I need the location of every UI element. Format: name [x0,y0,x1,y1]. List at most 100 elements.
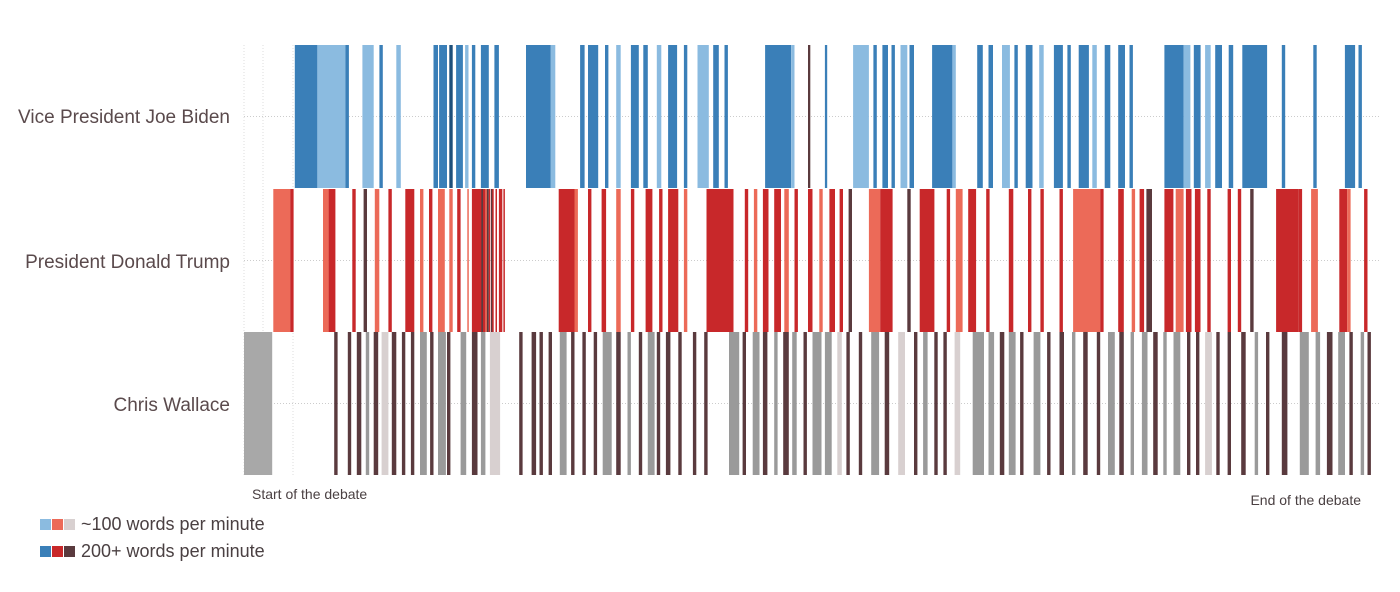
segment-trump-35 [645,189,653,332]
segment-biden-16 [580,45,585,188]
segment-trump-17 [480,189,484,332]
segment-wallace-82 [1266,332,1270,475]
segment-biden-30 [808,45,811,188]
segment-wallace-77 [1205,332,1212,475]
segment-trump-65 [1100,189,1104,332]
row-label-trump: President Donald Trump [25,252,230,273]
segment-trump-63 [1059,189,1063,332]
segment-wallace-48 [858,332,863,475]
segment-biden-7 [439,45,447,188]
segment-wallace-17 [489,332,501,475]
row-labels: Vice President Joe Biden President Donal… [18,107,230,416]
segment-wallace-59 [999,332,1005,475]
segment-trump-27 [492,189,494,332]
segment-trump-78 [1276,189,1299,332]
segment-trump-20 [479,189,482,332]
segment-trump-19 [485,189,487,332]
segment-wallace-63 [1047,332,1051,475]
segment-wallace-41 [783,332,789,475]
segment-trump-67 [1131,189,1136,332]
row-label-wallace: Chris Wallace [114,395,231,416]
segment-trump-81 [1339,189,1348,332]
segment-wallace-18 [519,332,523,475]
segment-biden-56 [1205,45,1211,188]
segment-biden-63 [1358,45,1362,188]
segment-biden-39 [952,45,956,188]
segment-wallace-25 [593,332,598,475]
segment-trump-48 [819,189,823,332]
segment-trump-16 [491,189,494,332]
segment-trump-83 [1364,189,1368,332]
segment-wallace-52 [914,332,918,475]
segment-biden-54 [1183,45,1191,188]
segment-wallace-35 [704,332,708,475]
segment-trump-1 [290,189,294,332]
segment-biden-35 [891,45,895,188]
segment-wallace-32 [665,332,671,475]
segment-biden-57 [1215,45,1222,188]
segment-trump-28 [495,189,497,332]
segment-trump-51 [848,189,852,332]
segment-biden-40 [977,45,983,188]
segment-wallace-76 [1196,332,1200,475]
segment-trump-73 [1194,189,1201,332]
segment-wallace-37 [742,332,746,475]
segment-biden-33 [873,45,877,188]
segment-biden-5 [396,45,401,188]
segment-wallace-81 [1254,332,1259,475]
segment-wallace-33 [678,332,682,475]
segment-wallace-75 [1187,332,1191,475]
segment-wallace-86 [1326,332,1333,475]
segment-biden-29 [791,45,795,188]
segment-trump-57 [955,189,963,332]
segment-biden-10 [465,45,469,188]
segment-wallace-87 [1338,332,1345,475]
segment-trump-40 [729,189,734,332]
segment-biden-46 [1053,45,1063,188]
segment-wallace-47 [846,332,850,475]
segment-wallace-38 [752,332,760,475]
segment-trump-43 [762,189,769,332]
segment-trump-18 [486,189,489,332]
segment-wallace-20 [539,332,543,475]
segment-biden-36 [900,45,908,188]
segment-trump-0 [273,189,291,332]
segment-trump-72 [1185,189,1192,332]
segment-biden-43 [1014,45,1018,188]
segment-biden-52 [1129,45,1133,188]
segment-trump-44 [774,189,781,332]
segment-trump-59 [986,189,990,332]
segment-trump-33 [616,189,621,332]
segment-wallace-49 [871,332,880,475]
segment-wallace-54 [934,332,938,475]
segment-trump-49 [829,189,835,332]
segment-biden-20 [630,45,639,188]
segment-wallace-2 [347,332,352,475]
segment-wallace-4 [365,332,370,475]
segment-trump-11 [438,189,445,332]
segment-trump-56 [946,189,951,332]
segment-trump-9 [420,189,424,332]
segment-biden-21 [643,45,648,188]
segment-biden-53 [1164,45,1184,188]
segment-biden-13 [494,45,499,188]
segment-wallace-40 [774,332,778,475]
segment-wallace-65 [1072,332,1076,475]
segment-biden-51 [1118,45,1125,188]
segment-biden-3 [362,45,374,188]
segment-wallace-3 [356,332,362,475]
segment-wallace-11 [430,332,434,475]
segment-trump-34 [630,189,635,332]
x-end-label: End of the debate [1250,492,1361,508]
legend-swatch-trump-dark [52,546,63,557]
segment-wallace-42 [792,332,797,475]
segment-trump-13 [457,189,461,332]
segment-trump-37 [668,189,679,332]
legend-swatch-biden-light [40,519,51,530]
row-label-biden: Vice President Joe Biden [18,107,230,128]
segment-wallace-68 [1108,332,1115,475]
segment-biden-23 [668,45,678,188]
segment-biden-50 [1104,45,1111,188]
segment-wallace-1 [334,332,338,475]
